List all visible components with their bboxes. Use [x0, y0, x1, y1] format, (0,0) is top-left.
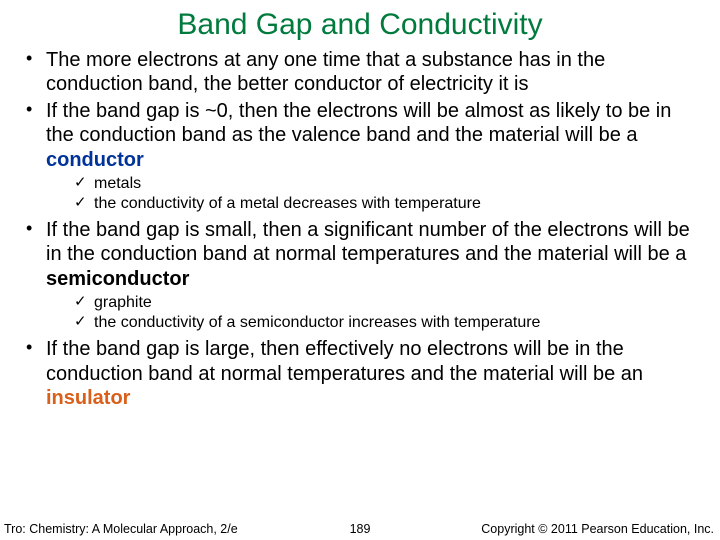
- bullet-text: If the band gap is small, then a signifi…: [46, 219, 690, 265]
- sub-bullet-list: metals the conductivity of a metal decre…: [74, 174, 698, 214]
- bullet-text: If the band gap is large, then effective…: [46, 338, 643, 384]
- sub-bullet-item: the conductivity of a semiconductor incr…: [74, 313, 698, 333]
- bullet-bold: conductor: [46, 149, 144, 171]
- bullet-bold: insulator: [46, 387, 130, 409]
- main-bullet-list: The more electrons at any one time that …: [22, 48, 698, 410]
- bullet-item: If the band gap is ~0, then the electron…: [22, 99, 698, 214]
- bullet-bold: semiconductor: [46, 268, 189, 290]
- bullet-text: If the band gap is ~0, then the electron…: [46, 100, 671, 146]
- sub-bullet-item: graphite: [74, 293, 698, 313]
- slide-content: The more electrons at any one time that …: [0, 48, 720, 410]
- footer-left: Tro: Chemistry: A Molecular Approach, 2/…: [4, 522, 238, 536]
- footer-copyright: Copyright © 2011 Pearson Education, Inc.: [481, 522, 714, 536]
- footer-page-number: 189: [350, 522, 371, 536]
- sub-bullet-item: metals: [74, 174, 698, 194]
- bullet-item: If the band gap is large, then effective…: [22, 337, 698, 410]
- slide-title: Band Gap and Conductivity: [0, 0, 720, 48]
- sub-bullet-list: graphite the conductivity of a semicondu…: [74, 293, 698, 333]
- bullet-item: If the band gap is small, then a signifi…: [22, 218, 698, 333]
- sub-bullet-item: the conductivity of a metal decreases wi…: [74, 194, 698, 214]
- bullet-item: The more electrons at any one time that …: [22, 48, 698, 97]
- bullet-text: The more electrons at any one time that …: [46, 49, 605, 95]
